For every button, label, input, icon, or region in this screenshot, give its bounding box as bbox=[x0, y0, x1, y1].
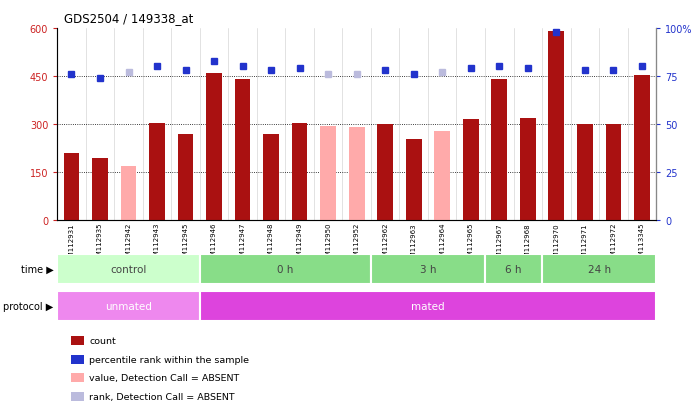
Text: 6 h: 6 h bbox=[505, 264, 522, 275]
Bar bbox=[349, 128, 364, 221]
Text: rank, Detection Call = ABSENT: rank, Detection Call = ABSENT bbox=[89, 392, 235, 401]
Text: time ▶: time ▶ bbox=[21, 264, 54, 275]
Bar bbox=[200, 254, 371, 284]
Bar bbox=[520, 119, 535, 221]
Text: protocol ▶: protocol ▶ bbox=[3, 301, 54, 312]
Text: 3 h: 3 h bbox=[419, 264, 436, 275]
Bar bbox=[549, 32, 564, 221]
Text: control: control bbox=[110, 264, 147, 275]
Text: GDS2504 / 149338_at: GDS2504 / 149338_at bbox=[64, 12, 193, 25]
Bar bbox=[577, 125, 593, 221]
Text: value, Detection Call = ABSENT: value, Detection Call = ABSENT bbox=[89, 373, 239, 382]
Bar bbox=[542, 254, 656, 284]
Bar bbox=[64, 154, 80, 221]
Bar bbox=[406, 139, 422, 221]
Bar bbox=[491, 80, 507, 221]
Bar bbox=[263, 135, 279, 221]
Text: 24 h: 24 h bbox=[588, 264, 611, 275]
Text: count: count bbox=[89, 336, 116, 345]
Bar bbox=[371, 254, 485, 284]
Bar bbox=[634, 75, 650, 221]
Bar bbox=[434, 131, 450, 221]
Bar bbox=[463, 120, 479, 221]
Text: mated: mated bbox=[411, 301, 445, 312]
Bar bbox=[235, 80, 251, 221]
Bar bbox=[92, 159, 108, 221]
Bar bbox=[378, 125, 393, 221]
Bar bbox=[200, 292, 656, 321]
Bar bbox=[121, 166, 136, 221]
Bar bbox=[149, 123, 165, 221]
Bar bbox=[292, 123, 308, 221]
Bar bbox=[57, 292, 200, 321]
Bar bbox=[178, 135, 193, 221]
Bar bbox=[605, 125, 621, 221]
Text: unmated: unmated bbox=[105, 301, 152, 312]
Bar bbox=[57, 254, 200, 284]
Text: 0 h: 0 h bbox=[277, 264, 294, 275]
Text: percentile rank within the sample: percentile rank within the sample bbox=[89, 355, 249, 364]
Bar bbox=[320, 126, 336, 221]
Bar bbox=[206, 74, 222, 221]
Bar bbox=[485, 254, 542, 284]
